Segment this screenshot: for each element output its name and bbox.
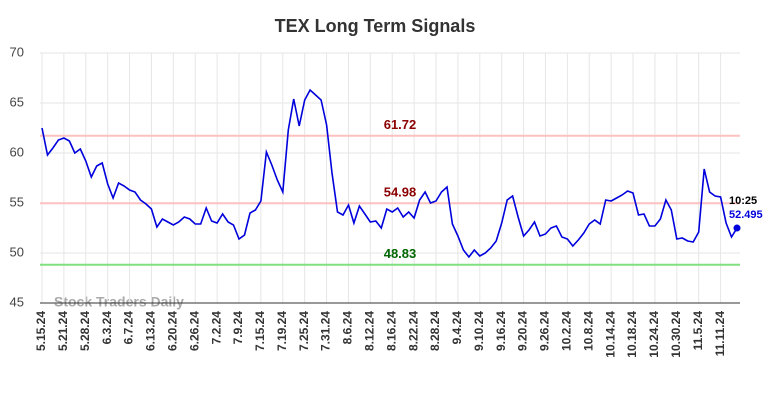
x-tick-label: 7.31.24 (319, 311, 333, 351)
last-time: 10:25 (729, 195, 757, 207)
y-tick-label: 60 (10, 144, 24, 159)
x-tick-label: 6.3.24 (100, 311, 114, 345)
chart-title: TEX Long Term Signals (275, 16, 476, 36)
x-tick-label: 11.5.24 (691, 311, 705, 351)
x-tick-label: 10.24.24 (647, 311, 661, 358)
x-tick-label: 10.8.24 (581, 311, 595, 351)
x-tick-label: 8.6.24 (341, 311, 355, 345)
x-tick-label: 8.22.24 (406, 311, 420, 351)
y-tick-label: 45 (10, 294, 24, 309)
x-tick-label: 6.20.24 (166, 311, 180, 351)
y-tick-label: 70 (10, 44, 24, 59)
x-tick-label: 6.7.24 (122, 311, 136, 345)
x-tick-label: 8.16.24 (384, 311, 398, 351)
x-tick-label: 7.25.24 (297, 311, 311, 351)
x-tick-label: 6.26.24 (187, 311, 201, 351)
x-tick-label: 9.16.24 (494, 311, 508, 351)
y-tick-label: 65 (10, 94, 24, 109)
x-tick-label: 10.30.24 (669, 311, 683, 358)
watermark: Stock Traders Daily (54, 294, 184, 310)
x-tick-label: 9.4.24 (450, 311, 464, 345)
x-tick-label: 7.19.24 (275, 311, 289, 351)
signal-label: 54.98 (384, 185, 417, 200)
x-tick-label: 8.12.24 (363, 311, 377, 351)
y-tick-label: 50 (10, 244, 24, 259)
x-tick-label: 7.9.24 (231, 311, 245, 345)
price-line (41, 88, 738, 259)
x-tick-label: 10.14.24 (603, 311, 617, 358)
y-tick-label: 55 (10, 194, 24, 209)
last-value: 52.495 (729, 209, 763, 221)
x-tick-label: 11.11.24 (713, 311, 727, 357)
signal-label: 48.83 (384, 246, 417, 261)
x-tick-label: 7.15.24 (253, 311, 267, 351)
last-point (733, 224, 741, 232)
x-tick-label: 9.26.24 (538, 311, 552, 351)
x-tick-label: 10.18.24 (625, 311, 639, 358)
x-tick-label: 10.2.24 (560, 311, 574, 351)
x-tick-label: 9.20.24 (516, 311, 530, 351)
x-tick-label: 7.2.24 (209, 311, 223, 345)
x-tick-label: 6.13.24 (144, 311, 158, 351)
x-tick-label: 5.21.24 (56, 311, 70, 351)
x-tick-label: 5.15.24 (34, 311, 48, 351)
x-tick-label: 5.28.24 (78, 311, 92, 351)
x-tick-label: 8.28.24 (428, 311, 442, 351)
x-tick-label: 9.10.24 (472, 311, 486, 351)
signal-label: 61.72 (384, 117, 417, 132)
